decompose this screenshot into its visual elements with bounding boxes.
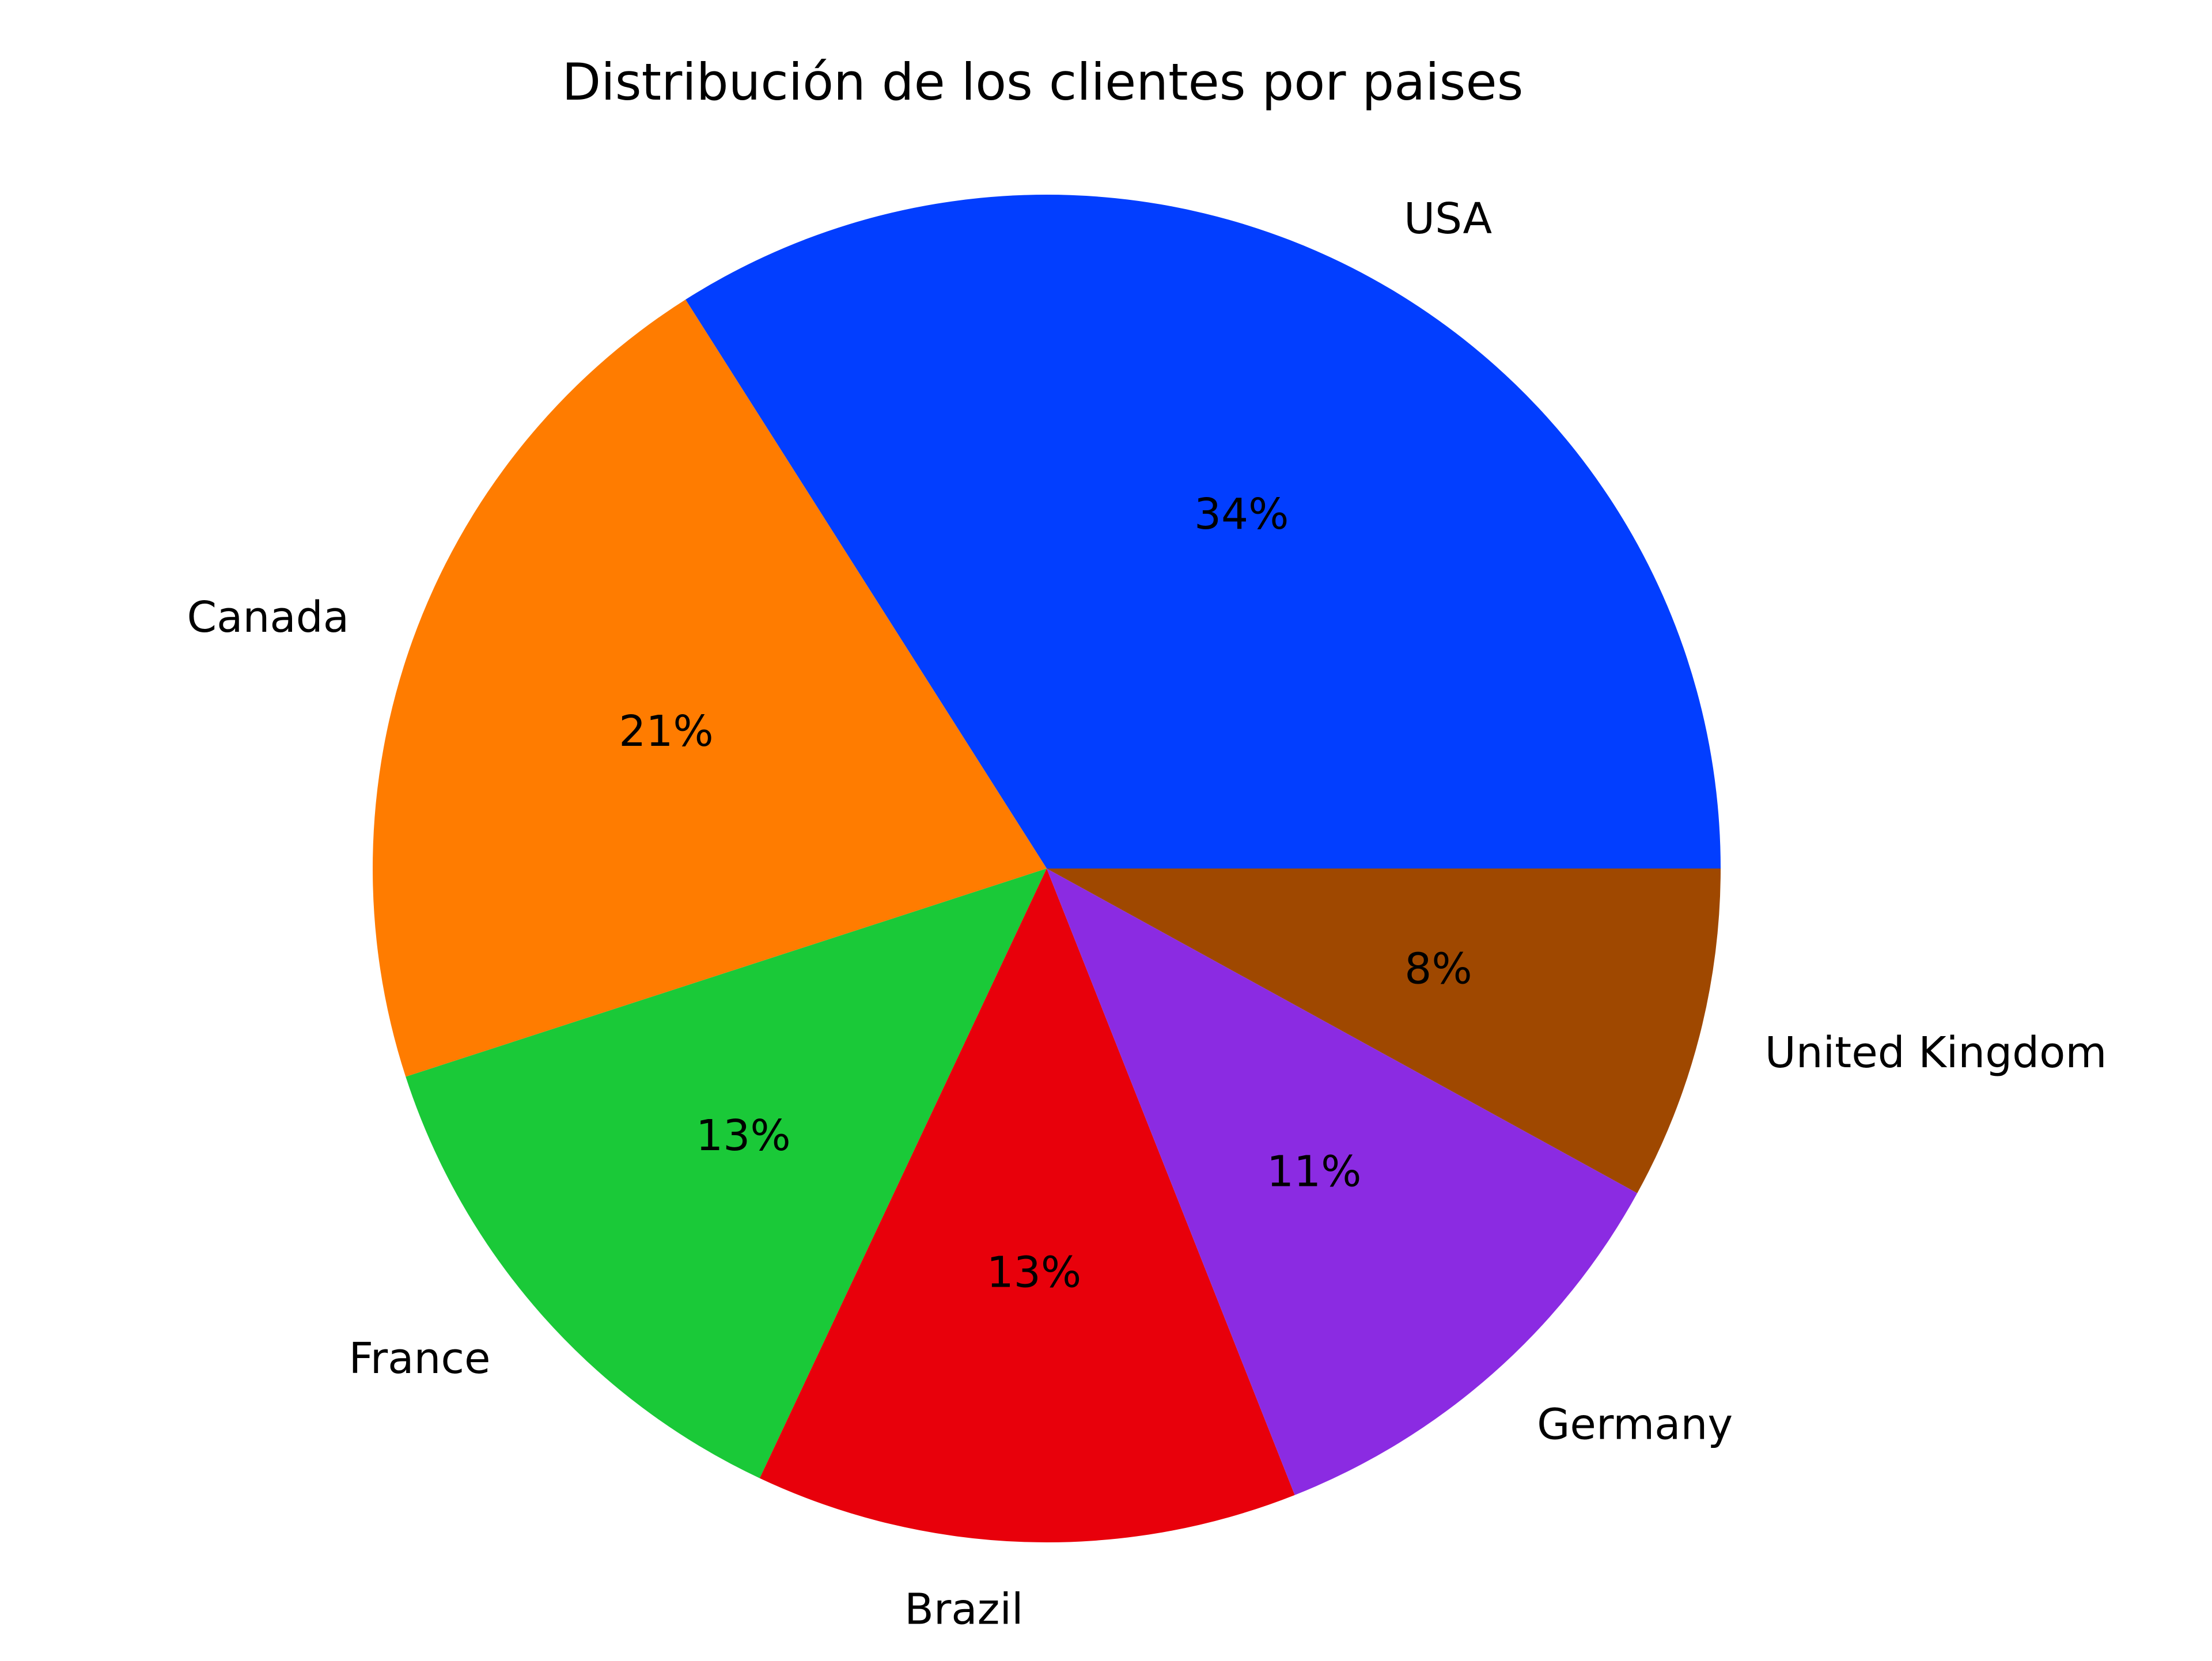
pie-slices [373, 195, 1721, 1542]
percent-label-usa: 34% [1194, 490, 1289, 539]
percent-labels: 34% 21% 13% 13% 11% 8% [619, 490, 1472, 1298]
pie-slice-germany [1047, 869, 1638, 1495]
category-labels: USA Canada France Brazil Germany United Kingd… [187, 194, 2107, 1634]
category-label-france: France [349, 1334, 491, 1383]
pie-slice-france [406, 869, 1047, 1478]
chart-title: Distribución de los clientes por paises [562, 52, 1524, 112]
category-label-germany: Germany [1537, 1400, 1733, 1449]
percent-label-united-kingdom: 8% [1404, 945, 1472, 994]
percent-label-france: 13% [696, 1111, 790, 1161]
pie-slice-united-kingdom [1047, 869, 1721, 1193]
pie-slice-canada [373, 299, 1047, 1077]
percent-label-brazil: 13% [987, 1248, 1081, 1298]
category-label-canada: Canada [187, 593, 349, 642]
pie-slice-brazil [759, 869, 1295, 1542]
category-label-usa: USA [1404, 194, 1493, 244]
percent-label-canada: 21% [619, 707, 713, 756]
percent-label-germany: 11% [1267, 1147, 1361, 1197]
pie-slice-usa [685, 195, 1721, 869]
category-label-united-kingdom: United Kingdom [1765, 1028, 2107, 1078]
category-label-brazil: Brazil [904, 1584, 1024, 1634]
